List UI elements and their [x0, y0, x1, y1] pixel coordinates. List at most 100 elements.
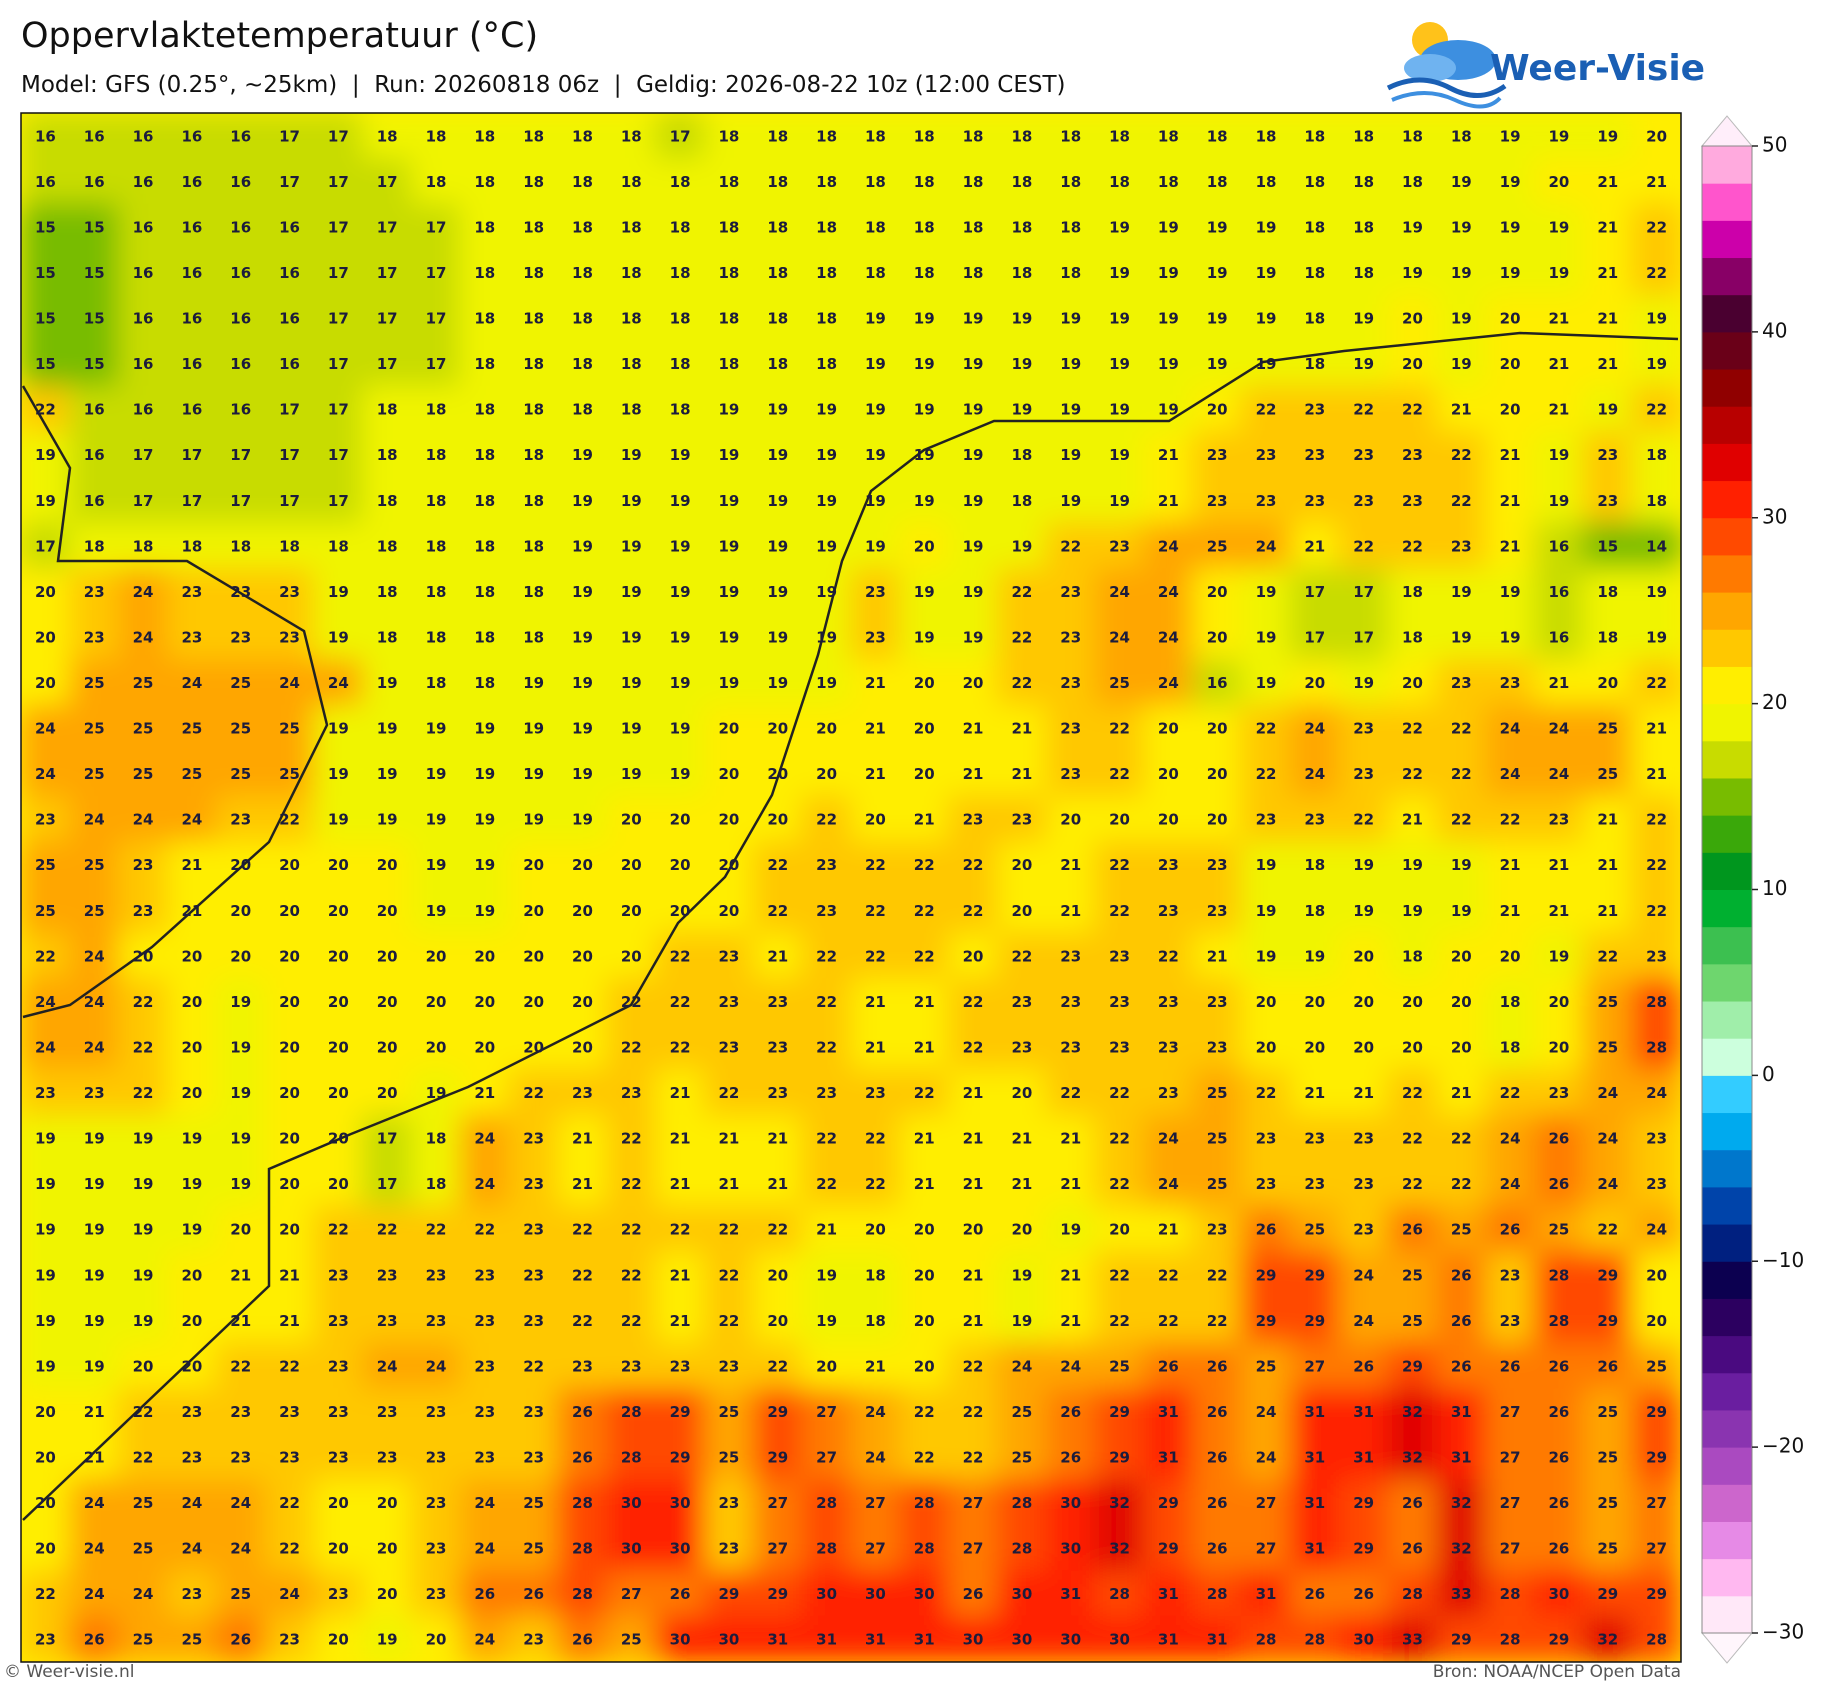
temperature-cell — [459, 1297, 510, 1344]
temperature-cell — [1387, 1524, 1438, 1572]
temperature-cell — [69, 1342, 120, 1390]
temperature-label: 19 — [328, 628, 349, 646]
temperature-label: 29 — [767, 1403, 788, 1421]
temperature-label: 23 — [719, 1038, 740, 1056]
temperature-label: 18 — [963, 127, 984, 145]
colorbar-segment — [1702, 1335, 1752, 1374]
temperature-label: 19 — [133, 1221, 154, 1239]
temperature-label: 20 — [377, 1038, 398, 1056]
temperature-cell — [1143, 613, 1194, 661]
temperature-label: 21 — [1549, 856, 1570, 874]
temperature-label: 23 — [523, 1312, 544, 1330]
temperature-cell — [264, 704, 315, 752]
temperature-cell — [655, 1114, 706, 1162]
temperature-label: 21 — [767, 1130, 788, 1148]
temperature-cell — [996, 659, 1047, 706]
temperature-label: 16 — [1207, 674, 1228, 692]
temperature-label: 23 — [1304, 1175, 1325, 1193]
temperature-label: 20 — [1597, 674, 1618, 692]
temperature-cell — [411, 1342, 461, 1390]
temperature-cell — [1045, 887, 1096, 934]
temperature-cell — [606, 841, 657, 888]
temperature-cell — [1143, 431, 1194, 478]
temperature-label: 23 — [426, 1266, 447, 1284]
temperature-cell — [459, 1570, 510, 1617]
temperature-cell — [362, 385, 413, 433]
temperature-label: 20 — [230, 947, 251, 965]
temperature-label: 22 — [816, 993, 837, 1011]
temperature-label: 18 — [523, 492, 544, 510]
temperature-label: 25 — [1109, 1357, 1130, 1375]
temperature-label: 19 — [1451, 856, 1472, 874]
temperature-cell — [69, 385, 120, 433]
temperature-cell — [899, 1160, 950, 1207]
temperature-cell — [1485, 1524, 1536, 1572]
temperature-label: 19 — [1549, 446, 1570, 464]
temperature-label: 19 — [670, 674, 691, 692]
temperature-label: 26 — [1549, 1494, 1570, 1512]
temperature-cell — [1094, 1342, 1145, 1390]
temperature-cell — [948, 568, 998, 615]
temperature-label: 20 — [914, 765, 935, 783]
temperature-label: 20 — [1011, 856, 1032, 874]
temperature-label: 20 — [767, 811, 788, 829]
temperature-label: 22 — [719, 1266, 740, 1284]
temperature-label: 22 — [1109, 1175, 1130, 1193]
temperature-label: 22 — [1060, 537, 1081, 555]
temperature-label: 21 — [670, 1130, 691, 1148]
temperature-label: 28 — [621, 1448, 642, 1466]
temperature-cell — [1485, 476, 1536, 524]
temperature-label: 20 — [279, 993, 300, 1011]
temperature-cell — [850, 294, 901, 342]
temperature-label: 20 — [1304, 993, 1325, 1011]
temperature-label: 18 — [767, 173, 788, 191]
temperature-label: 18 — [474, 537, 495, 555]
temperature-label: 24 — [1304, 765, 1325, 783]
temperature-cell — [459, 1251, 510, 1299]
temperature-label: 32 — [1402, 1403, 1423, 1421]
temperature-cell — [557, 1479, 608, 1526]
temperature-cell — [704, 158, 754, 205]
temperature-label: 16 — [133, 355, 154, 373]
temperature-cell — [21, 113, 71, 160]
temperature-cell — [1143, 750, 1194, 797]
colorbar-segment — [1702, 703, 1752, 742]
temperature-label: 17 — [181, 446, 202, 464]
temperature-cell — [508, 795, 559, 843]
colorbar-segment — [1702, 554, 1752, 593]
temperature-label: 21 — [963, 1130, 984, 1148]
temperature-cell — [459, 659, 510, 706]
temperature-label: 15 — [35, 218, 56, 236]
temperature-label: 22 — [230, 1357, 251, 1375]
temperature-cell — [1582, 1114, 1633, 1162]
temperature-cell — [1045, 1251, 1096, 1299]
temperature-label: 20 — [719, 811, 740, 829]
temperature-cell — [411, 659, 461, 706]
temperature-label: 20 — [963, 1221, 984, 1239]
temperature-label: 18 — [377, 583, 398, 601]
temperature-label: 20 — [1402, 355, 1423, 373]
temperature-label: 24 — [133, 1585, 154, 1603]
temperature-cell — [1143, 113, 1194, 160]
temperature-label: 25 — [1207, 537, 1228, 555]
temperature-cell — [752, 659, 803, 706]
temperature-label: 23 — [35, 1631, 56, 1649]
temperature-label: 19 — [523, 720, 544, 738]
temperature-cell — [69, 613, 120, 661]
temperature-cell — [215, 1251, 266, 1299]
temperature-cell — [166, 841, 217, 888]
temperature-label: 23 — [1451, 537, 1472, 555]
temperature-label: 17 — [377, 355, 398, 373]
temperature-label: 22 — [621, 993, 642, 1011]
temperature-cell — [1534, 978, 1584, 1025]
temperature-label: 25 — [35, 856, 56, 874]
temperature-cell — [704, 385, 754, 433]
temperature-label: 21 — [670, 1312, 691, 1330]
temperature-label: 18 — [914, 218, 935, 236]
temperature-label: 22 — [1353, 537, 1374, 555]
temperature-cell — [1387, 1023, 1438, 1071]
temperature-label: 20 — [328, 993, 349, 1011]
temperature-label: 20 — [1011, 1084, 1032, 1102]
temperature-label: 28 — [1402, 1585, 1423, 1603]
temperature-label: 24 — [1597, 1084, 1618, 1102]
